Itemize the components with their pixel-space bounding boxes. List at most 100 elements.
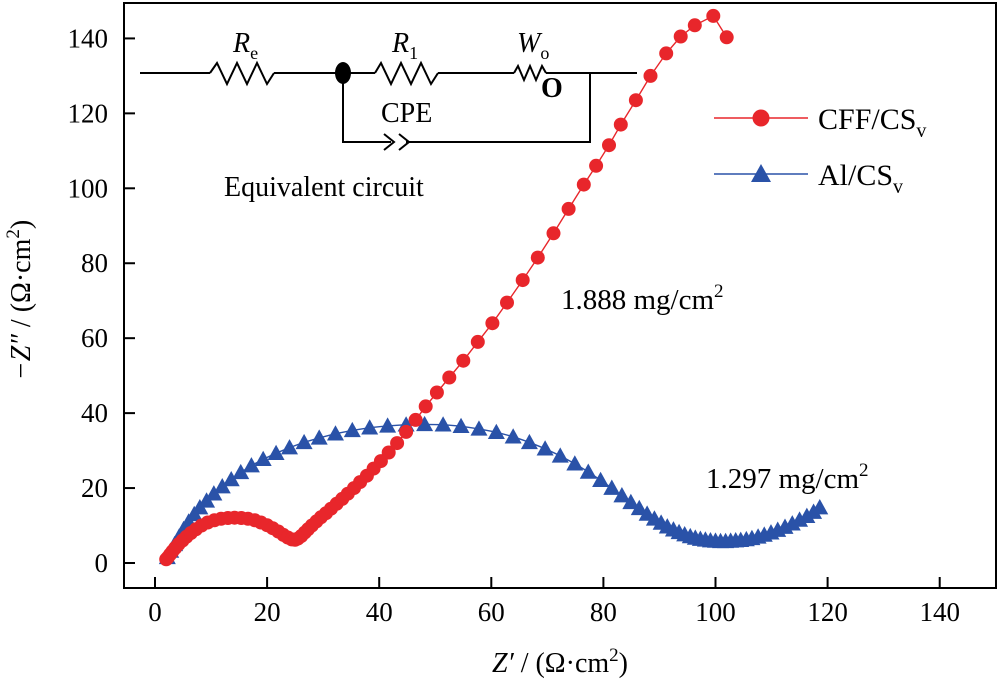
al-csv-point [379, 417, 397, 433]
label-re-subscript: e [250, 43, 258, 63]
y-tick-label: 0 [95, 548, 109, 578]
x-tick-label: 0 [148, 597, 162, 627]
al-csv-point [622, 493, 640, 510]
legend: CFF/CSv Al/CSv [714, 103, 926, 198]
cff-csv-point [643, 68, 658, 83]
x-tick-label: 60 [478, 597, 505, 627]
annotation-cff-exponent: 2 [714, 281, 724, 302]
cff-csv-point [613, 117, 628, 132]
al-csv-point [295, 433, 313, 450]
y-tick-label: 100 [68, 173, 109, 203]
label-r1-symbol: R [391, 28, 409, 59]
label-wo-symbol: W [517, 28, 543, 59]
cpe-branch-wire [342, 73, 591, 143]
annotation-al-text: 1.297 mg/cm [706, 463, 859, 495]
cff-csv-point [485, 316, 500, 331]
x-axis-title-unit-exponent: 2 [609, 645, 619, 666]
al-csv-point [504, 428, 522, 444]
cff-csv-point [706, 8, 721, 23]
legend-label-cff-sub: v [916, 120, 926, 142]
y-axis-title-symbol: −Z″ [6, 334, 37, 380]
resistor-r1-symbol [374, 60, 439, 87]
y-tick-label: 140 [68, 23, 109, 53]
cff-csv-point [500, 295, 514, 310]
cff-csv-point [515, 273, 530, 288]
al-csv-point [798, 507, 816, 523]
y-tick-label: 40 [81, 398, 108, 428]
series-al-csv [158, 415, 829, 565]
cff-csv-point [719, 30, 734, 45]
al-csv-point [267, 444, 285, 461]
label-r1: R1 [391, 28, 418, 63]
legend-marker-cff [752, 109, 770, 127]
annotation-al-loading: 1.297 mg/cm2 [706, 460, 869, 495]
legend-label-cff-name: CFF/CS [818, 103, 916, 136]
al-csv-point [242, 457, 260, 473]
label-wo-subscript: o [540, 43, 549, 63]
al-csv-point [592, 471, 610, 487]
y-tick-label: 120 [68, 98, 109, 128]
x-axis-title: Z′ / (Ω·cm2) [492, 645, 628, 679]
cff-csv-point [456, 353, 471, 368]
al-csv-point [343, 421, 361, 438]
y-axis-title-close: ) [6, 220, 37, 229]
equivalent-circuit-inset: Re R1 Wo O CPE Equivalent circuit [140, 28, 637, 203]
al-csv-point [213, 478, 231, 494]
y-axis-ticks: 0 20 40 60 80 100 120 140 [68, 23, 135, 578]
al-csv-point [811, 499, 829, 515]
cff-csv-point [381, 445, 396, 460]
al-csv-point [603, 479, 621, 495]
cff-csv-point [390, 436, 405, 451]
cff-csv-point [659, 46, 674, 61]
al-csv-point [326, 425, 344, 441]
cff-csv-point [576, 177, 591, 192]
x-tick-label: 40 [366, 597, 393, 627]
al-csv-point [361, 419, 379, 435]
y-tick-label: 80 [81, 248, 108, 278]
al-csv-point [487, 423, 505, 440]
legend-label-al-name: Al/CS [818, 159, 893, 192]
legend-label-al-sub: v [893, 176, 903, 198]
x-tick-label: 20 [254, 597, 281, 627]
y-axis-title-unit: / (Ω·cm [6, 238, 37, 334]
cff-csv-point [470, 334, 485, 349]
al-csv-point [551, 447, 569, 463]
al-csv-point [205, 485, 223, 501]
al-csv-point [536, 440, 554, 456]
label-re-symbol: R [232, 28, 250, 59]
x-axis-title-symbol: Z′ [492, 648, 515, 679]
al-csv-point [310, 429, 328, 445]
label-wo-box: O [541, 73, 563, 104]
label-r1-subscript: 1 [409, 43, 418, 63]
resistor-re-symbol [209, 60, 275, 87]
x-tick-label: 100 [695, 597, 736, 627]
al-csv-point [630, 499, 648, 516]
legend-marker-al [751, 164, 771, 182]
al-csv-point [232, 463, 250, 480]
cff-csv-point [429, 385, 444, 400]
x-axis-title-close: ) [619, 648, 628, 679]
cff-csv-point [628, 93, 643, 108]
y-axis-title-unit-exponent: 2 [3, 229, 24, 239]
annotation-cff-loading: 1.888 mg/cm2 [561, 281, 724, 316]
y-tick-label: 60 [81, 323, 108, 353]
al-csv-point [470, 420, 488, 436]
annotation-al-exponent: 2 [859, 460, 869, 481]
x-axis-ticks: 0 20 40 60 80 100 120 140 [148, 577, 960, 627]
label-re: Re [232, 28, 258, 63]
cff-csv-point [399, 424, 414, 439]
inset-caption: Equivalent circuit [224, 172, 424, 203]
cff-csv-point [589, 158, 604, 173]
cff-csv-point [546, 226, 561, 241]
cff-csv-point [687, 18, 702, 33]
al-csv-point [520, 433, 538, 450]
warburg-element-symbol [513, 63, 547, 83]
al-csv-point [434, 416, 452, 432]
cpe-symbol [383, 133, 411, 151]
cff-csv-point [530, 250, 545, 265]
x-tick-label: 80 [590, 597, 617, 627]
label-cpe: CPE [381, 98, 432, 129]
series-cff-csv [159, 8, 734, 567]
al-csv-point [222, 470, 240, 487]
